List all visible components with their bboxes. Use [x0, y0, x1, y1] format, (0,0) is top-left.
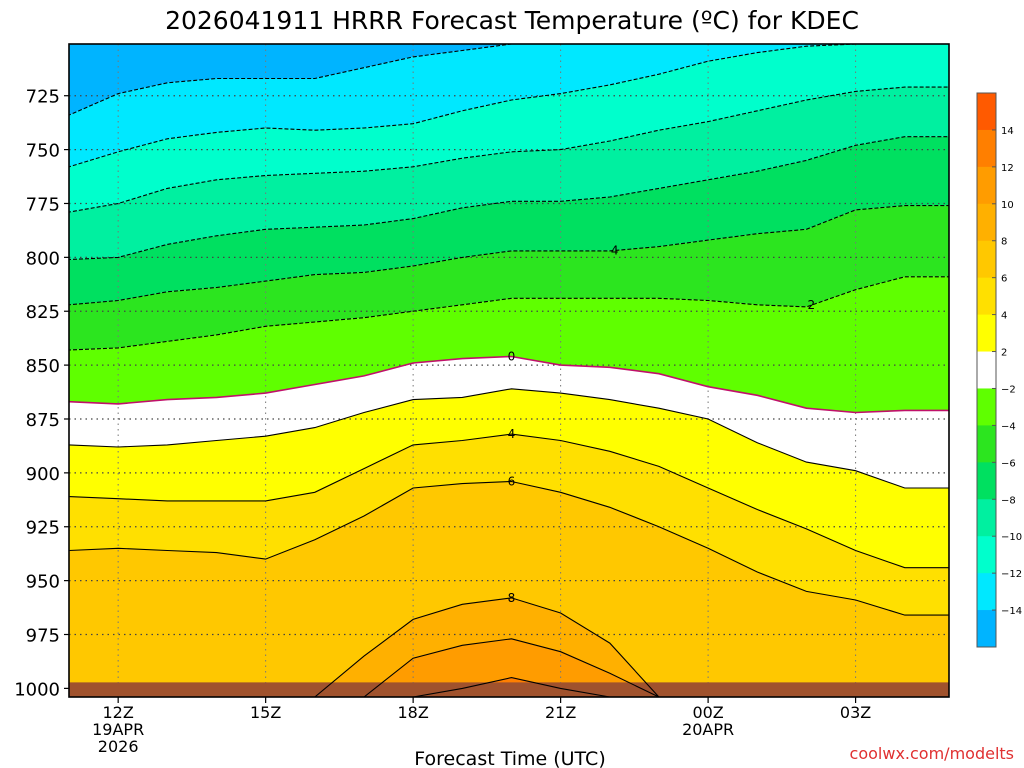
pressure-tick-label: 825	[26, 302, 60, 323]
temperature-band	[69, 87, 949, 260]
temperature-band	[69, 434, 949, 616]
temperature-band	[69, 44, 949, 167]
grid-lines	[69, 44, 949, 697]
pressure-tick-label: 925	[26, 518, 60, 539]
time-tick-label: 19APR	[92, 720, 144, 739]
temperature-band	[69, 205, 949, 350]
pressure-tick-label: 950	[26, 572, 60, 593]
pressure-tick-label: 975	[26, 626, 60, 647]
isotherm-line	[69, 44, 949, 116]
colorbar-label: 14	[1001, 126, 1014, 137]
pressure-tick-label: 775	[26, 194, 60, 215]
colorbar-swatch	[977, 93, 996, 131]
time-tick-label: 00Z	[692, 703, 723, 722]
colorbar-label: −4	[1001, 421, 1016, 432]
time-tick-label: 21Z	[545, 703, 576, 722]
isotherm-labels: 4 2 0 4 6 8	[508, 243, 816, 605]
colorbar-swatch	[977, 610, 996, 648]
colorbar-swatch	[977, 425, 996, 463]
isotherm-line	[69, 136, 949, 261]
pressure-tick-label: 725	[26, 87, 60, 108]
colorbar-label: 4	[1001, 311, 1007, 322]
x-axis-title: Forecast Time (UTC)	[414, 748, 605, 768]
colorbar-swatch	[977, 351, 996, 389]
pressure-tick-label: 850	[26, 356, 60, 377]
temperature-band	[69, 136, 949, 305]
isotherm-line	[69, 638, 949, 697]
temperature-band	[69, 481, 949, 697]
isotherm-line	[69, 44, 949, 168]
colorbar-label: 8	[1001, 237, 1007, 248]
colorbar-swatch	[977, 314, 996, 353]
isotherm-line	[69, 480, 949, 616]
colorbar-label: 2	[1001, 348, 1007, 359]
isotherm-label: 8	[508, 591, 516, 605]
isotherm-line	[69, 355, 949, 414]
time-tick-label: 15Z	[250, 703, 281, 722]
temperature-band	[69, 44, 949, 213]
isotherm-label: 4	[611, 243, 619, 257]
colorbar-swatch	[977, 203, 996, 242]
colorbar-swatch	[977, 573, 996, 611]
isotherm-label: 0	[508, 349, 516, 363]
colorbar-swatch	[977, 166, 996, 205]
plot-area	[69, 44, 949, 697]
pressure-tick-label: 1000	[14, 679, 60, 700]
isotherm-label: 4	[508, 427, 516, 441]
colorbar-label: −2	[1001, 384, 1016, 395]
isotherm-line	[69, 388, 949, 489]
isotherm-line	[69, 433, 949, 569]
isotherm-label: 2	[808, 298, 816, 312]
time-tick-label: 03Z	[840, 703, 871, 722]
temperature-band	[69, 597, 949, 697]
isotherm-lines	[69, 44, 949, 697]
colorbar-swatch	[977, 462, 996, 500]
plot-frame	[68, 43, 950, 698]
colorbar-label: 10	[1001, 200, 1014, 211]
colorbar-label: −10	[1001, 532, 1022, 543]
colorbar-swatch	[977, 388, 996, 426]
isotherm-line	[69, 597, 949, 697]
chart-title: 2026041911 HRRR Forecast Temperature (ºC…	[165, 6, 859, 35]
colorbar-label: −12	[1001, 569, 1022, 580]
time-tick-label: 2026	[98, 737, 139, 756]
isotherm-line	[69, 205, 949, 306]
colorbar-swatch	[977, 240, 996, 279]
colorbar-label: 6	[1001, 274, 1007, 285]
colorbar-label: 12	[1001, 163, 1014, 174]
isotherm-line	[69, 276, 949, 351]
colorbar-legend: 14 12 10 8 6 4 2 −2 −4 −6 −8 −10 −12 −14	[976, 92, 1022, 648]
colorbar-label: −14	[1001, 606, 1022, 617]
temperature-band	[69, 388, 949, 568]
isotherm-line	[69, 86, 949, 213]
pressure-axis: 725 750 775 800 825 850 875 900 925 950 975 1000	[14, 87, 69, 700]
colorbar-swatch	[977, 536, 996, 574]
time-tick-label: 20APR	[682, 720, 734, 739]
colorbar-label: −8	[1001, 495, 1016, 506]
isotherm-line	[69, 677, 949, 697]
pressure-tick-label: 750	[26, 141, 60, 162]
colorbar-swatch	[977, 277, 996, 316]
time-tick-label: 18Z	[397, 703, 428, 722]
isotherm-label: 6	[508, 474, 516, 488]
colorbar-swatch	[977, 129, 996, 168]
pressure-tick-label: 800	[26, 248, 60, 269]
colorbar-swatch	[977, 499, 996, 537]
pressure-tick-label: 900	[26, 464, 60, 485]
credit-link[interactable]: coolwx.com/modelts	[850, 744, 1014, 763]
colorbar-label: −6	[1001, 458, 1016, 469]
pressure-tick-label: 875	[26, 410, 60, 431]
colorbar-frame	[976, 92, 997, 648]
ground-surface	[69, 682, 949, 697]
temperature-band	[69, 638, 949, 697]
time-tick-label: 12Z	[102, 703, 133, 722]
temperature-band	[69, 44, 949, 116]
